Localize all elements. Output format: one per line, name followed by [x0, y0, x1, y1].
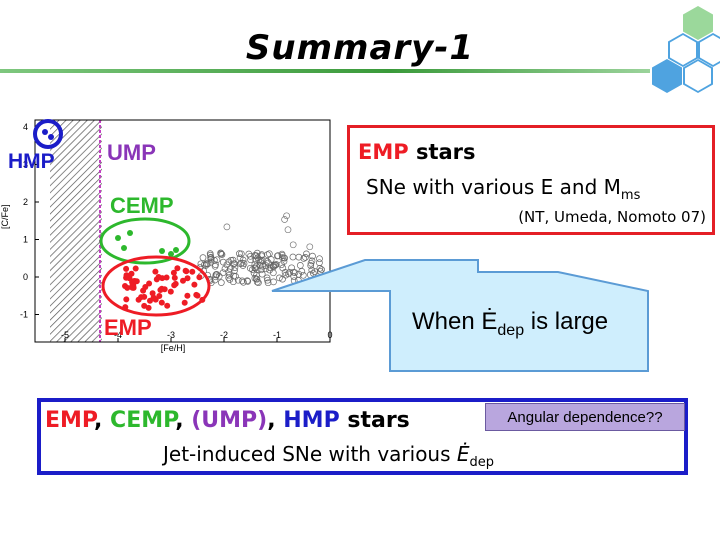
tick-marks	[35, 126, 331, 342]
slide-title: Summary-1	[245, 28, 475, 68]
x-tick-label: -1	[273, 330, 281, 340]
jet-sne-box: EMP, CEMP, (UMP), HMP stars Jet-induced …	[37, 398, 688, 475]
x-tick-label: -2	[220, 330, 228, 340]
emp-star-points	[122, 265, 206, 311]
jet-text: Jet-induced SNe with various	[163, 442, 457, 466]
emp-stars-heading: EMP stars	[358, 140, 476, 164]
metallicity-plot: [C/Fe] [Fe/H] 4 3 2 1 0 -1 -5 -4 -3 -2 -1 0	[0, 119, 333, 353]
hexagon-icon	[683, 6, 713, 40]
callout-text: When Ėdep is large	[412, 308, 608, 340]
hexagon-icon	[698, 33, 720, 67]
emp-heading-term: EMP	[358, 140, 409, 164]
sne-description: SNe with various E and Mms	[366, 175, 640, 203]
hmp-term: HMP	[283, 408, 340, 433]
hatched-region	[50, 120, 102, 342]
dep-subscript: dep	[497, 321, 525, 339]
cemp-star-points	[115, 230, 179, 257]
y-tick-label: 1	[23, 235, 28, 245]
dep-subscript: dep	[469, 455, 495, 470]
citation: (NT, Umeda, Nomoto 07)	[518, 208, 706, 226]
normal-star-points	[196, 212, 325, 287]
stars-word: stars	[339, 408, 410, 433]
y-tick-label: 3	[23, 160, 28, 170]
x-tick-label: -5	[61, 330, 69, 340]
ump-label: UMP	[107, 140, 156, 165]
arrow-callout-shape	[271, 259, 649, 372]
y-tick-label: -1	[20, 310, 28, 320]
x-axis-label: [Fe/H]	[161, 343, 186, 353]
emp-stars-box: EMP stars SNe with various E and Mms (NT…	[347, 125, 715, 235]
edep-symbol: Ė	[456, 442, 470, 466]
x-tick-label: -4	[114, 330, 122, 340]
separator: ,	[94, 408, 111, 433]
cemp-term: CEMP	[110, 408, 176, 433]
y-tick-label: 0	[23, 272, 28, 282]
emp-term: EMP	[45, 408, 95, 433]
ms-subscript: ms	[620, 188, 641, 203]
y-tick-label: 2	[23, 197, 28, 207]
callout-pre: When	[412, 308, 482, 335]
plot-frame	[34, 119, 331, 343]
emp-label: EMP	[104, 315, 152, 340]
cemp-label: CEMP	[110, 193, 174, 218]
x-tick-label: 0	[327, 330, 332, 340]
sne-text: SNe with various E and M	[366, 175, 621, 199]
cemp-ellipse	[99, 217, 191, 265]
star-classes-line: EMP, CEMP, (UMP), HMP stars	[45, 408, 410, 433]
separator: ,	[267, 408, 284, 433]
hmp-label: HMP	[8, 150, 55, 173]
jet-induced-line: Jet-induced SNe with various Ėdep	[163, 442, 494, 470]
hmp-marker-icon	[33, 119, 63, 149]
angular-dependence-tag: Angular dependence??	[485, 403, 685, 431]
x-tick-labels: -5 -4 -3 -2 -1 0	[61, 330, 333, 340]
y-tick-labels: 4 3 2 1 0 -1	[20, 122, 28, 320]
emp-heading-rest: stars	[408, 140, 476, 164]
y-axis-label: [C/Fe]	[0, 204, 10, 229]
emp-ellipse	[101, 255, 211, 317]
ump-term: (UMP)	[191, 408, 268, 433]
callout-post: is large	[524, 308, 609, 335]
hexagon-icon	[668, 33, 698, 67]
separator: ,	[175, 408, 192, 433]
y-tick-label: 4	[23, 122, 28, 132]
edep-symbol: Ė	[481, 308, 498, 335]
title-underline	[0, 69, 650, 73]
x-tick-label: -3	[167, 330, 175, 340]
